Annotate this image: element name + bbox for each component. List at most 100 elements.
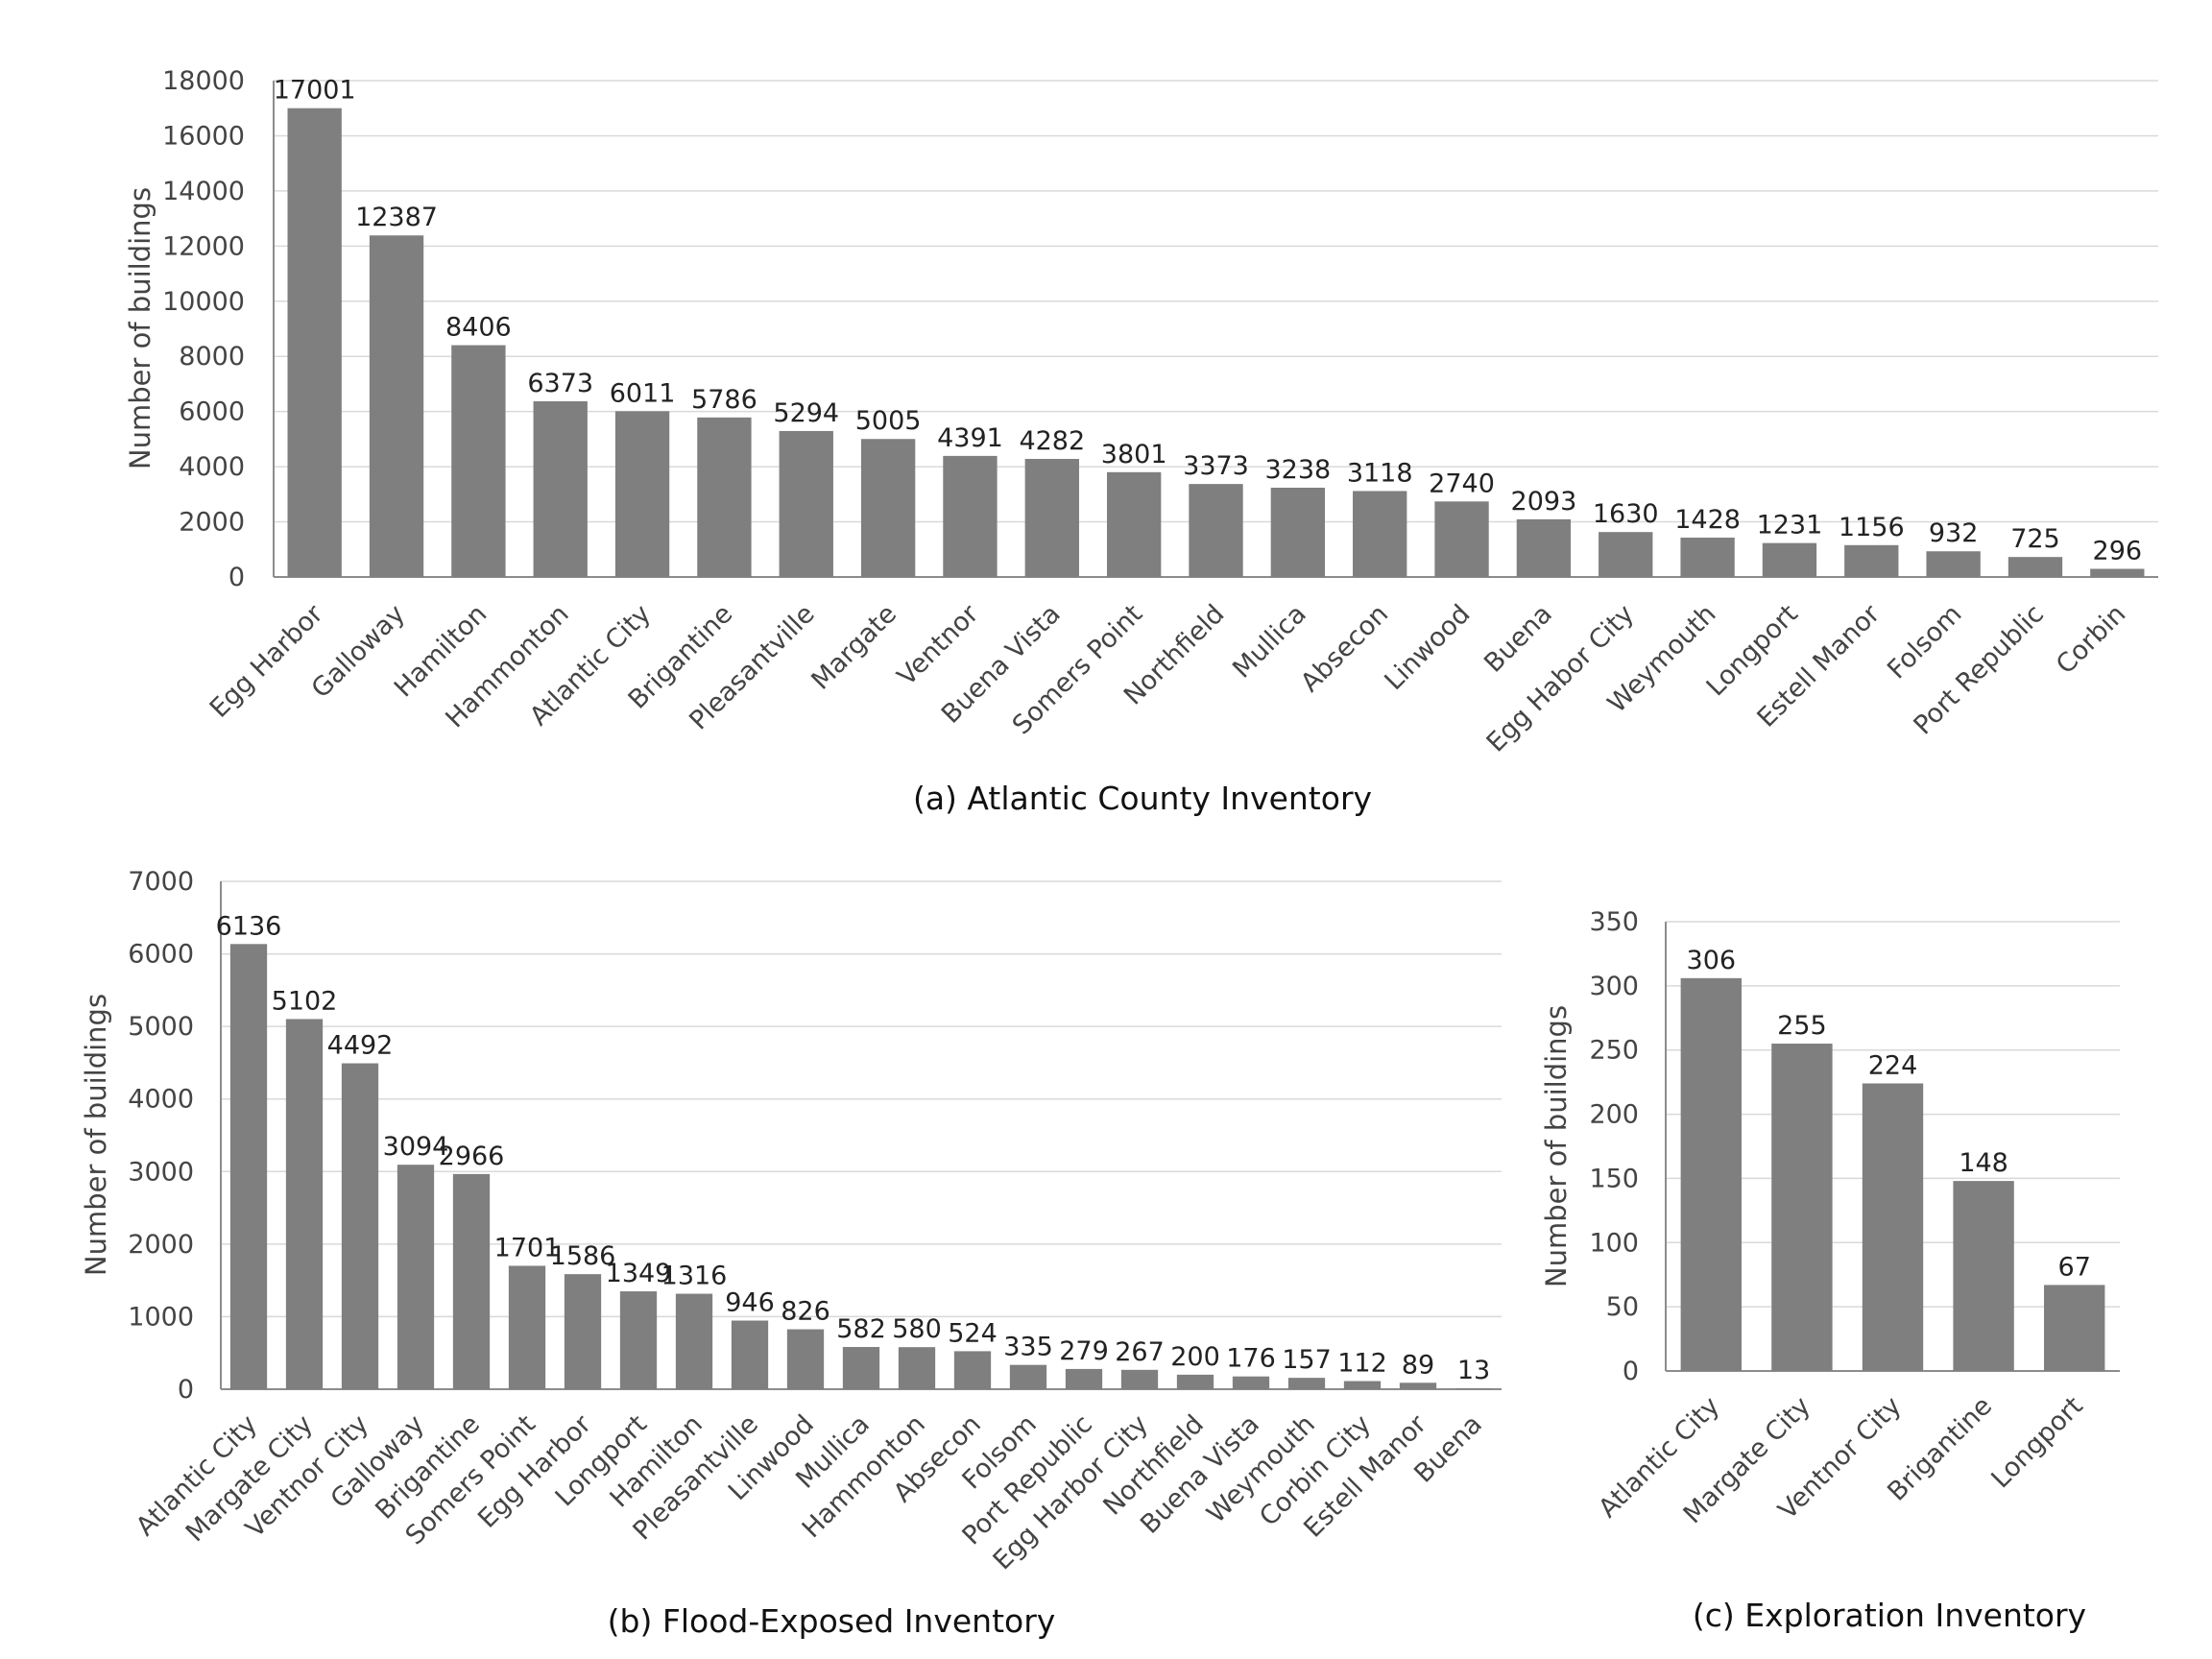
y-tick-label: 0: [178, 1375, 194, 1405]
bar: [697, 417, 752, 577]
bar: [2008, 557, 2063, 577]
bar: [1189, 484, 1243, 577]
data-label: 2093: [1511, 487, 1577, 517]
data-label: 3373: [1183, 451, 1249, 481]
data-label: 1586: [550, 1241, 616, 1271]
category-label: Corbin: [2051, 599, 2131, 680]
chart-panel-b: 010002000300040005000600070006136Atlanti…: [80, 867, 1502, 1640]
data-label: 176: [1226, 1344, 1276, 1374]
bar: [508, 1265, 546, 1389]
y-tick-label: 250: [1589, 1036, 1639, 1066]
y-tick-label: 12000: [162, 231, 245, 261]
data-label: 267: [1115, 1337, 1165, 1367]
bar: [1399, 1382, 1437, 1389]
bar: [1516, 518, 1572, 577]
data-label: 1428: [1674, 505, 1741, 535]
data-label: 5294: [773, 398, 839, 428]
bar: [369, 235, 424, 577]
data-label: 1316: [661, 1262, 728, 1291]
data-label: 200: [1170, 1342, 1220, 1372]
bar: [1106, 471, 1162, 577]
bar: [1434, 501, 1489, 577]
data-label: 4282: [1019, 426, 1085, 456]
bar: [1680, 977, 1742, 1371]
data-label: 3094: [383, 1132, 449, 1162]
bar: [1762, 542, 1817, 577]
y-tick-label: 300: [1589, 972, 1639, 1001]
bar: [1343, 1381, 1382, 1389]
y-tick-label: 6000: [179, 397, 245, 427]
bar: [731, 1320, 769, 1389]
data-label: 2966: [439, 1142, 505, 1171]
bar: [1232, 1376, 1270, 1389]
bar: [675, 1293, 713, 1389]
category-label: Egg Habor City: [1481, 599, 1640, 757]
data-label: 1630: [1593, 499, 1659, 529]
bar: [1065, 1368, 1103, 1389]
y-axis-label: Number of buildings: [80, 994, 112, 1276]
bar: [1844, 544, 1899, 577]
data-label: 3238: [1264, 455, 1331, 485]
bar: [786, 1329, 825, 1389]
y-tick-label: 4000: [179, 452, 245, 482]
y-tick-label: 8000: [179, 342, 245, 372]
bar: [1599, 532, 1653, 577]
data-label: 4492: [327, 1031, 394, 1061]
bar: [285, 1019, 324, 1389]
bar: [1287, 1378, 1326, 1389]
bar: [229, 944, 268, 1389]
y-tick-label: 50: [1606, 1292, 1639, 1322]
bar: [1009, 1364, 1047, 1389]
y-tick-label: 10000: [162, 287, 245, 317]
bar: [779, 430, 833, 577]
data-label: 3801: [1101, 440, 1167, 469]
data-label: 1156: [1839, 513, 1905, 542]
data-label: 279: [1059, 1336, 1109, 1366]
data-label: 67: [2058, 1252, 2091, 1282]
bar: [898, 1347, 936, 1389]
data-label: 5005: [855, 406, 922, 436]
category-label: Absecon: [1295, 599, 1394, 698]
bar: [953, 1351, 992, 1389]
data-label: 725: [2010, 524, 2060, 554]
y-tick-label: 7000: [128, 867, 194, 897]
bar: [1680, 537, 1735, 577]
data-label: 4391: [937, 423, 1003, 453]
y-tick-label: 100: [1589, 1228, 1639, 1258]
bar: [1953, 1181, 2014, 1371]
data-label: 1701: [494, 1233, 561, 1262]
data-label: 296: [2093, 536, 2143, 565]
data-label: 224: [1868, 1050, 1918, 1080]
data-label: 2740: [1429, 469, 1495, 498]
y-tick-label: 2000: [128, 1230, 194, 1260]
category-label: Buena: [1479, 599, 1558, 679]
bar: [1926, 551, 1981, 577]
category-label: Linwood: [1379, 599, 1476, 696]
y-tick-label: 150: [1589, 1164, 1639, 1193]
data-label: 335: [1003, 1333, 1053, 1362]
bar: [1120, 1369, 1159, 1389]
data-label: 582: [836, 1314, 886, 1344]
data-label: 13: [1457, 1356, 1490, 1385]
y-tick-label: 200: [1589, 1100, 1639, 1130]
bar: [452, 1173, 491, 1389]
data-label: 524: [948, 1318, 998, 1348]
data-label: 5786: [691, 385, 757, 415]
y-axis-label: Number of buildings: [1540, 1005, 1573, 1287]
y-tick-label: 350: [1589, 907, 1639, 937]
y-tick-label: 0: [228, 563, 245, 592]
y-tick-label: 16000: [162, 121, 245, 151]
bar: [860, 439, 916, 577]
data-label: 255: [1777, 1011, 1827, 1041]
bar: [943, 455, 998, 577]
y-tick-label: 2000: [179, 508, 245, 538]
y-tick-label: 1000: [128, 1302, 194, 1332]
y-tick-label: 0: [1623, 1357, 1639, 1386]
data-label: 89: [1402, 1350, 1434, 1380]
data-label: 3118: [1347, 458, 1413, 488]
data-label: 932: [1929, 518, 1979, 548]
y-tick-label: 4000: [128, 1085, 194, 1115]
data-label: 6011: [610, 378, 676, 408]
chart-panel-a: 0 2000 4000 6000 8000 10000 12000 14000 16000 180…: [124, 66, 2158, 817]
data-label: 6373: [527, 369, 593, 398]
